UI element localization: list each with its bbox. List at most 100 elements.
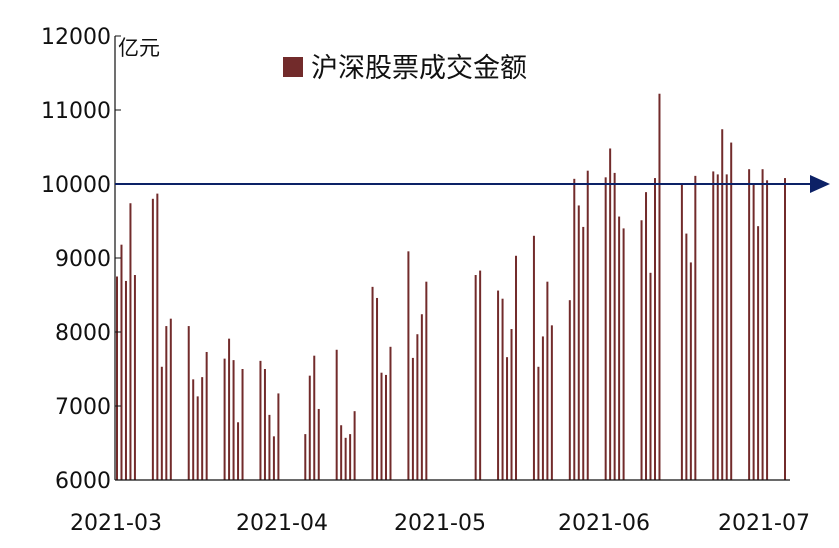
- bar: [577, 205, 580, 480]
- y-axis-ticks: 6000 7000 8000 9000 10000 11000 12000: [41, 25, 121, 494]
- y-tick-label: 12000: [41, 25, 111, 50]
- bar: [187, 326, 190, 480]
- bar: [160, 366, 163, 480]
- bar: [425, 281, 428, 480]
- bar: [685, 233, 688, 480]
- bar: [228, 338, 231, 480]
- bar: [420, 314, 423, 480]
- x-tick-label: 2021-06: [558, 511, 650, 536]
- bar: [120, 244, 123, 480]
- bar: [721, 129, 724, 481]
- bar: [757, 226, 760, 480]
- bar: [344, 437, 347, 480]
- bar: [573, 178, 576, 480]
- bar: [259, 360, 262, 480]
- bar: [694, 175, 697, 481]
- legend-swatch: [283, 57, 303, 77]
- bar: [353, 411, 356, 480]
- bar: [784, 178, 786, 480]
- bar: [304, 434, 307, 480]
- bar: [680, 184, 683, 480]
- bar: [766, 180, 769, 481]
- y-tick-label: 9000: [55, 247, 111, 272]
- bar: [761, 169, 764, 480]
- bar: [515, 255, 518, 480]
- bar: [129, 203, 132, 481]
- bar: [640, 220, 643, 480]
- bar: [537, 366, 540, 480]
- bar: [501, 298, 504, 480]
- bar: [748, 169, 751, 480]
- bar: [604, 177, 607, 480]
- x-axis-ticks: 2021-03 2021-04 2021-05 2021-06 2021-07: [70, 511, 810, 536]
- bar: [541, 336, 544, 480]
- bar: [201, 377, 204, 480]
- bar: [371, 286, 374, 480]
- bar: [416, 334, 419, 480]
- bar: [133, 275, 136, 480]
- bar: [151, 198, 154, 481]
- bar: [263, 369, 266, 480]
- bar: [752, 183, 755, 480]
- bar: [653, 178, 656, 480]
- bar: [479, 270, 482, 480]
- x-tick-label: 2021-05: [394, 511, 486, 536]
- bar: [609, 148, 612, 481]
- bar: [497, 290, 500, 480]
- bar: [349, 434, 352, 480]
- bar: [568, 300, 571, 480]
- bar: [196, 396, 199, 480]
- y-tick-label: 8000: [55, 321, 111, 346]
- y-axis-unit: 亿元: [118, 36, 160, 60]
- bar: [389, 346, 392, 480]
- legend: 沪深股票成交金额: [283, 53, 527, 84]
- bar: [376, 297, 379, 480]
- bar: [116, 276, 118, 480]
- bar: [272, 436, 275, 480]
- x-tick-label: 2021-03: [70, 511, 162, 536]
- bar: [658, 93, 661, 480]
- bar-series: [116, 93, 786, 481]
- bar: [340, 425, 343, 480]
- bar: [622, 228, 625, 480]
- bar: [205, 351, 208, 480]
- bar: [192, 379, 195, 480]
- bar: [550, 325, 553, 480]
- bar: [237, 422, 240, 480]
- y-tick-label: 7000: [55, 395, 111, 420]
- bar: [712, 171, 715, 481]
- bar: [241, 369, 244, 480]
- reference-line-arrow: [810, 175, 830, 193]
- bar: [582, 226, 585, 480]
- bar: [223, 358, 226, 480]
- bar: [156, 193, 159, 480]
- x-tick-label: 2021-07: [718, 511, 810, 536]
- y-tick-label: 11000: [41, 99, 111, 124]
- bar: [165, 326, 168, 480]
- x-tick-label: 2021-04: [236, 511, 328, 536]
- bar: [277, 393, 280, 480]
- bar: [124, 280, 127, 480]
- bar: [407, 251, 410, 480]
- bar: [649, 272, 652, 480]
- bar: [645, 192, 648, 480]
- bar: [510, 329, 513, 480]
- bar: [725, 174, 728, 480]
- bar: [411, 357, 414, 480]
- bar: [546, 281, 549, 480]
- bar: [716, 174, 719, 480]
- bar: [474, 275, 477, 480]
- bar: [506, 357, 509, 480]
- bar: [618, 216, 621, 480]
- bar: [313, 355, 316, 480]
- bar: [613, 172, 616, 480]
- bar: [268, 414, 271, 480]
- bar: [308, 375, 311, 480]
- bar: [169, 318, 172, 480]
- bar: [689, 262, 692, 480]
- bar: [380, 372, 383, 480]
- bar: [730, 142, 733, 480]
- bar: [532, 235, 535, 480]
- bar: [586, 170, 589, 480]
